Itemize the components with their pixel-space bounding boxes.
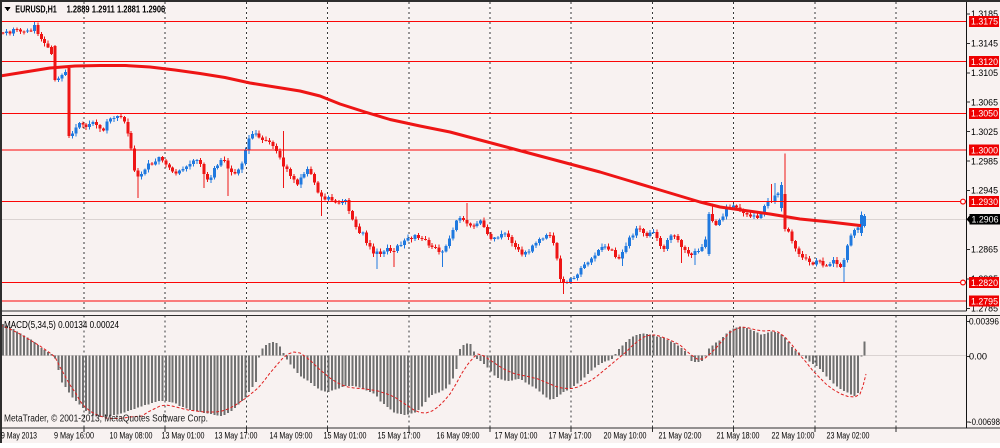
svg-text:21 May 02:00: 21 May 02:00 xyxy=(659,431,702,441)
svg-text:1.2795: 1.2795 xyxy=(971,296,998,306)
svg-text:14 May 09:00: 14 May 09:00 xyxy=(270,431,313,441)
svg-text:9 May 16:00: 9 May 16:00 xyxy=(54,431,94,441)
svg-text:1.3120: 1.3120 xyxy=(971,57,998,67)
svg-text:1.3065: 1.3065 xyxy=(971,97,998,107)
svg-text:1.2820: 1.2820 xyxy=(971,278,998,288)
svg-text:1.2906: 1.2906 xyxy=(972,215,999,225)
svg-text:0.00: 0.00 xyxy=(969,352,987,362)
svg-text:1.3105: 1.3105 xyxy=(971,68,998,78)
svg-text:1.2945: 1.2945 xyxy=(971,186,998,196)
svg-text:1.3050: 1.3050 xyxy=(971,109,998,119)
svg-text:16 May 09:00: 16 May 09:00 xyxy=(437,431,480,441)
svg-text:1.2930: 1.2930 xyxy=(971,197,998,207)
svg-text:1.2865: 1.2865 xyxy=(971,245,998,255)
svg-text:EURUSD,H1: EURUSD,H1 xyxy=(15,5,57,16)
svg-text:1.2985: 1.2985 xyxy=(971,156,998,166)
svg-text:1.3175: 1.3175 xyxy=(971,17,998,27)
svg-text:17 May 01:00: 17 May 01:00 xyxy=(495,431,538,441)
svg-text:1.2881: 1.2881 xyxy=(117,5,140,16)
svg-text:1.3025: 1.3025 xyxy=(971,127,998,137)
svg-text:22 May 10:00: 22 May 10:00 xyxy=(772,431,815,441)
svg-text:21 May 18:00: 21 May 18:00 xyxy=(717,431,760,441)
svg-text:20 May 10:00: 20 May 10:00 xyxy=(604,431,647,441)
svg-text:0.00396: 0.00396 xyxy=(969,317,999,327)
svg-text:1.2889: 1.2889 xyxy=(67,5,90,16)
svg-text:17 May 17:00: 17 May 17:00 xyxy=(549,431,592,441)
svg-text:10 May 08:00: 10 May 08:00 xyxy=(110,431,153,441)
svg-text:MetaTrader, © 2001-2013, MetaQ: MetaTrader, © 2001-2013, MetaQuotes Soft… xyxy=(4,414,208,425)
svg-text:1.3000: 1.3000 xyxy=(971,146,998,156)
svg-text:13 May 01:00: 13 May 01:00 xyxy=(162,431,205,441)
svg-text:1.2906: 1.2906 xyxy=(142,5,165,16)
svg-text:23 May 02:00: 23 May 02:00 xyxy=(827,431,870,441)
svg-text:9 May 2013: 9 May 2013 xyxy=(1,431,37,441)
svg-text:15 May 01:00: 15 May 01:00 xyxy=(324,431,367,441)
svg-text:15 May 17:00: 15 May 17:00 xyxy=(378,431,421,441)
svg-text:MACD(5,34,5) 0.00134 0.00024: MACD(5,34,5) 0.00134 0.00024 xyxy=(4,320,119,331)
svg-text:1.2911: 1.2911 xyxy=(92,5,115,16)
svg-text:1.3145: 1.3145 xyxy=(971,39,998,49)
svg-text:13 May 17:00: 13 May 17:00 xyxy=(215,431,258,441)
svg-text:-0.00698: -0.00698 xyxy=(969,417,1000,427)
